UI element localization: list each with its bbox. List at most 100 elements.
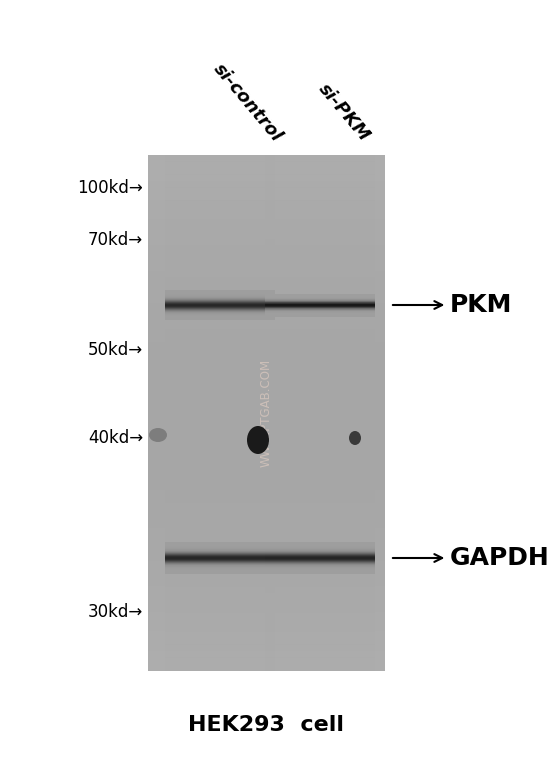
Bar	[165, 303, 275, 304]
Bar	[165, 380, 275, 388]
Bar	[165, 451, 275, 458]
Bar	[165, 625, 275, 632]
Bar	[148, 194, 385, 201]
Bar	[265, 342, 375, 349]
Bar	[265, 380, 375, 388]
Bar	[148, 464, 385, 471]
Bar	[165, 638, 275, 644]
Bar	[265, 651, 375, 657]
Bar	[165, 306, 275, 307]
Ellipse shape	[247, 426, 269, 454]
Bar	[165, 541, 275, 548]
Bar	[148, 445, 385, 451]
Bar	[165, 470, 275, 477]
Bar	[165, 187, 275, 194]
Text: si-PKM: si-PKM	[315, 81, 374, 145]
Bar	[265, 207, 375, 214]
Bar	[148, 367, 385, 375]
Bar	[148, 426, 385, 432]
Bar	[148, 586, 385, 594]
Bar	[165, 549, 275, 550]
Bar	[165, 644, 275, 651]
Bar	[165, 563, 275, 564]
Text: GAPDH: GAPDH	[393, 546, 550, 570]
Bar	[165, 239, 275, 245]
Bar	[165, 657, 275, 664]
Bar	[165, 292, 275, 293]
Bar	[165, 572, 275, 573]
Bar	[165, 535, 275, 542]
Bar	[148, 593, 385, 600]
Bar	[165, 573, 275, 574]
Bar	[165, 568, 275, 569]
Bar	[148, 483, 385, 490]
Bar	[265, 502, 375, 509]
Bar	[265, 559, 375, 560]
Bar	[165, 572, 275, 573]
Bar	[165, 574, 275, 581]
Text: 50kd→: 50kd→	[88, 341, 143, 359]
Bar	[165, 296, 275, 297]
Bar	[265, 547, 375, 548]
Bar	[165, 308, 275, 309]
Bar	[265, 567, 375, 574]
Bar	[165, 305, 275, 306]
Bar	[148, 580, 385, 587]
Bar	[265, 174, 375, 181]
Bar	[165, 296, 275, 303]
Bar	[265, 439, 375, 445]
Bar	[265, 570, 375, 571]
Bar	[165, 663, 275, 670]
Bar	[165, 313, 275, 315]
Bar	[265, 541, 375, 548]
Bar	[265, 561, 375, 562]
Bar	[148, 213, 385, 220]
Bar	[165, 355, 275, 362]
Bar	[165, 565, 275, 566]
Text: PKM: PKM	[393, 293, 512, 317]
Bar	[265, 239, 375, 245]
Bar	[165, 406, 275, 413]
Bar	[148, 489, 385, 497]
Bar	[265, 566, 375, 568]
Bar	[165, 496, 275, 503]
Bar	[165, 312, 275, 313]
Bar	[148, 168, 385, 175]
Ellipse shape	[349, 431, 361, 445]
Bar	[148, 283, 385, 290]
Bar	[148, 657, 385, 664]
Bar	[165, 207, 275, 214]
Bar	[265, 557, 375, 558]
Bar	[165, 542, 275, 543]
Bar	[165, 558, 275, 559]
Bar	[165, 361, 275, 368]
Bar	[148, 515, 385, 522]
Bar	[265, 552, 375, 553]
Bar	[165, 553, 275, 554]
Bar	[265, 548, 375, 549]
Bar	[265, 572, 375, 573]
Bar	[165, 528, 275, 535]
Bar	[165, 559, 275, 560]
Bar	[265, 245, 375, 252]
Bar	[165, 306, 275, 307]
Bar	[265, 542, 375, 543]
Bar	[265, 558, 375, 559]
Bar	[165, 271, 275, 278]
Bar	[148, 663, 385, 670]
Bar	[148, 548, 385, 555]
Bar	[265, 155, 375, 162]
Bar	[165, 566, 275, 568]
Bar	[265, 426, 375, 432]
Bar	[165, 302, 275, 303]
Bar	[148, 432, 385, 439]
Bar	[265, 252, 375, 258]
Bar	[265, 509, 375, 516]
Bar	[165, 546, 275, 547]
Text: 30kd→: 30kd→	[88, 603, 143, 621]
Bar	[148, 355, 385, 362]
Bar	[165, 563, 275, 564]
Bar	[265, 194, 375, 201]
Bar	[165, 555, 275, 556]
Bar	[265, 220, 375, 226]
